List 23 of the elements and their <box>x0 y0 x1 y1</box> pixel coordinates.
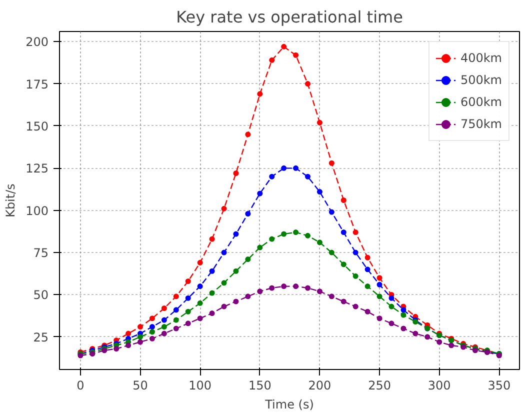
y-tick-label: 150 <box>26 120 48 134</box>
x-tick-label: 200 <box>308 378 332 392</box>
x-tick-label: 50 <box>132 378 148 392</box>
x-tick-label: 150 <box>248 378 272 392</box>
y-tick-label: 200 <box>26 35 48 50</box>
y-tick-label: 75 <box>33 246 49 260</box>
y-tick-label: 125 <box>26 162 48 176</box>
legend-label: 750km <box>460 117 502 131</box>
y-axis-title: Kbit/s <box>4 184 18 218</box>
y-tick-label: 50 <box>33 288 49 302</box>
legend-label: 500km <box>460 73 502 87</box>
chart-title: Key rate vs operational time <box>176 8 403 26</box>
y-tick-label: 100 <box>26 204 48 218</box>
legend-label: 400km <box>460 51 502 65</box>
y-tick-label: 25 <box>33 330 49 344</box>
x-tick-label: 0 <box>76 378 84 392</box>
y-tick-label: 175 <box>26 77 48 92</box>
x-tick-label: 100 <box>188 378 212 392</box>
x-tick-label: 250 <box>368 378 391 392</box>
x-axis-title: Time (s) <box>264 398 314 412</box>
x-tick-label: 350 <box>488 378 511 392</box>
x-tick-label: 300 <box>428 378 451 392</box>
legend-label: 600km <box>460 95 502 109</box>
